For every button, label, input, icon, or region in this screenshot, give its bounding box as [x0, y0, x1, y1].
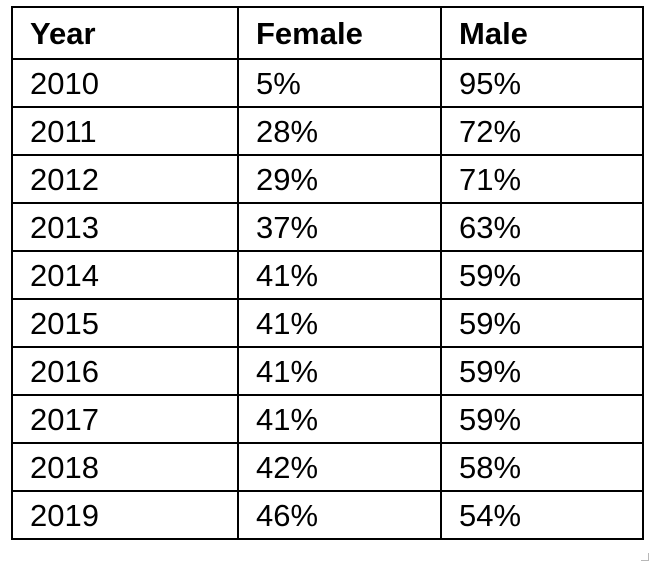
cell-male: 72%	[440, 106, 644, 156]
cell-male: 71%	[440, 154, 644, 204]
cell-male: 59%	[440, 394, 644, 444]
cell-female: 28%	[237, 106, 442, 156]
cell-female: 46%	[237, 490, 442, 540]
cell-year: 2010	[11, 58, 239, 108]
cell-year: 2018	[11, 442, 239, 492]
cell-female: 37%	[237, 202, 442, 252]
table-row: 2012 29% 71%	[11, 154, 644, 204]
cell-female: 41%	[237, 394, 442, 444]
cell-male: 58%	[440, 442, 644, 492]
cell-female: 42%	[237, 442, 442, 492]
cell-year: 2016	[11, 346, 239, 396]
header-female: Female	[237, 6, 442, 60]
table-row: 2010 5% 95%	[11, 58, 644, 108]
table-row: 2016 41% 59%	[11, 346, 644, 396]
cell-female: 41%	[237, 346, 442, 396]
table-resize-handle[interactable]	[641, 553, 649, 561]
header-row: Year Female Male	[11, 6, 644, 60]
table-row: 2018 42% 58%	[11, 442, 644, 492]
cell-male: 54%	[440, 490, 644, 540]
table-row: 2013 37% 63%	[11, 202, 644, 252]
gender-share-table: Year Female Male 2010 5% 95% 2011 28% 72…	[11, 6, 644, 540]
cell-female: 41%	[237, 250, 442, 300]
cell-male: 95%	[440, 58, 644, 108]
cell-year: 2011	[11, 106, 239, 156]
table-row: 2011 28% 72%	[11, 106, 644, 156]
table-row: 2014 41% 59%	[11, 250, 644, 300]
data-table-container: Year Female Male 2010 5% 95% 2011 28% 72…	[11, 6, 644, 540]
cell-male: 59%	[440, 250, 644, 300]
header-male: Male	[440, 6, 644, 60]
cell-female: 5%	[237, 58, 442, 108]
cell-male: 59%	[440, 298, 644, 348]
cell-male: 59%	[440, 346, 644, 396]
cell-year: 2017	[11, 394, 239, 444]
cell-year: 2014	[11, 250, 239, 300]
header-year: Year	[11, 6, 239, 60]
table-row: 2017 41% 59%	[11, 394, 644, 444]
table-row: 2015 41% 59%	[11, 298, 644, 348]
cell-male: 63%	[440, 202, 644, 252]
cell-female: 29%	[237, 154, 442, 204]
cell-year: 2019	[11, 490, 239, 540]
cell-year: 2013	[11, 202, 239, 252]
cell-female: 41%	[237, 298, 442, 348]
table-row: 2019 46% 54%	[11, 490, 644, 540]
cell-year: 2015	[11, 298, 239, 348]
cell-year: 2012	[11, 154, 239, 204]
